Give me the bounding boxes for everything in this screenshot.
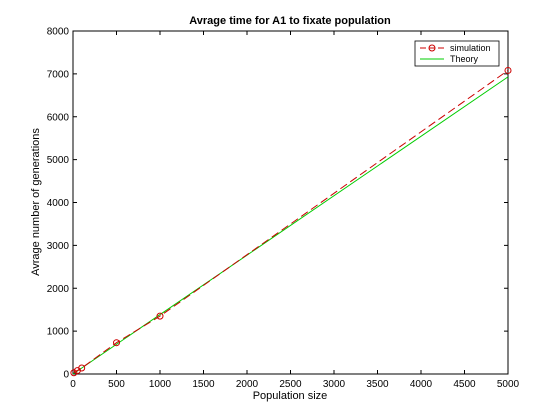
y-tick-label: 2000 [47,284,70,295]
x-tick-label: 1500 [192,379,215,390]
data-point-simulation [113,339,120,347]
y-axis-label: Avrage number of generations [30,128,42,276]
legend-box [414,40,500,67]
legend: simulation Theory [414,40,500,67]
x-tick-label: 2500 [279,379,302,390]
legend-simulation-label: simulation [450,43,491,53]
x-axis-label: Population size [253,390,328,402]
chart-title: Avrage time for A1 to fixate population [189,15,391,27]
plot-area [72,30,509,375]
data-point-simulation [156,312,164,320]
y-tick-label: 0 [63,370,69,381]
x-tick-label: 3500 [366,379,389,390]
y-tick-label: 5000 [47,155,70,166]
y-tick-label: 6000 [47,112,70,123]
legend-theory-label: Theory [450,54,479,64]
data-point-simulation [78,364,86,372]
legend-simulation-marker [428,44,436,52]
y-tick-label: 8000 [47,27,70,38]
y-tick-label: 3000 [47,241,70,252]
x-ticks: 0 500 1000 1500 2000 2500 3000 3500 4000 4500 5000 [70,31,520,390]
x-tick-label: 1000 [149,379,172,390]
y-tick-label: 7000 [47,69,70,80]
y-tick-label: 1000 [47,327,70,338]
y-ticks: 0 1000 2000 3000 4000 5000 6000 7000 8000 [47,27,508,381]
x-tick-label: 0 [70,379,76,390]
x-tick-label: 4000 [410,379,433,390]
x-tick-label: 500 [108,379,125,390]
series-layer [70,66,512,377]
x-tick-label: 4500 [453,379,476,390]
y-tick-label: 4000 [47,198,70,209]
x-tick-label: 5000 [497,379,520,390]
data-point-simulation [70,369,78,377]
x-tick-label: 3000 [323,379,346,390]
data-point-simulation [504,66,512,74]
x-tick-label: 2000 [236,379,259,390]
